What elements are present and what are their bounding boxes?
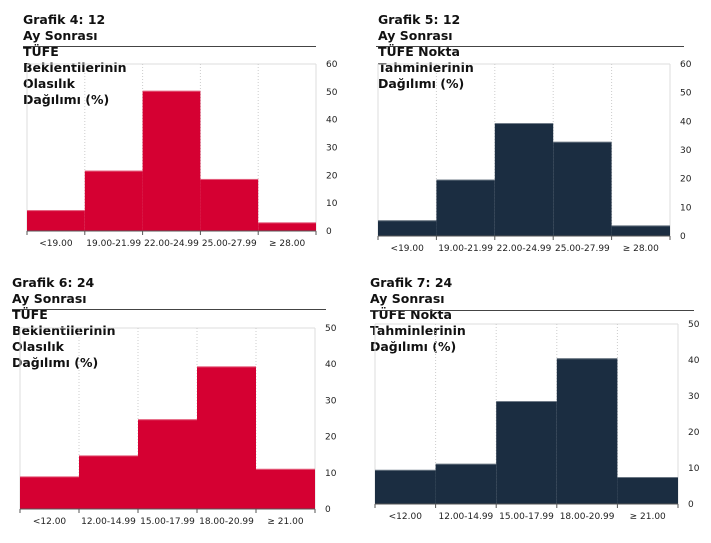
y-tick-label: 0 xyxy=(325,505,331,515)
y-tick-label: 0 xyxy=(326,227,332,237)
bar-1 xyxy=(436,179,495,236)
y-tick-label: 30 xyxy=(326,144,338,154)
y-tick-label: 50 xyxy=(325,324,337,334)
x-tick-label: 19.00-21.99 xyxy=(86,239,141,249)
y-tick-label: 0 xyxy=(688,500,694,510)
chart-title-line-1: Grafik 5: 12 Ay Sonrası TÜFE Nokta xyxy=(378,12,461,59)
y-tick-label: 30 xyxy=(680,146,692,156)
chart-title-line-2: Olasılık Dağılımı (%) xyxy=(23,76,110,107)
y-tick-label: 40 xyxy=(680,117,692,127)
bar-3 xyxy=(556,358,618,504)
bar-0 xyxy=(375,469,436,504)
bar-2 xyxy=(494,123,554,236)
x-tick-label: 25.00-27.99 xyxy=(202,239,257,249)
bar-3 xyxy=(553,141,612,236)
x-tick-label: ≥ 21.00 xyxy=(630,512,666,522)
title-underline xyxy=(370,310,694,311)
y-tick-label: 20 xyxy=(688,428,700,438)
bar-1 xyxy=(79,455,138,509)
y-tick-label: 0 xyxy=(680,232,686,242)
bar-0 xyxy=(378,220,437,236)
x-tick-label: 19.00-21.99 xyxy=(438,244,493,254)
x-tick-label: <19.00 xyxy=(39,239,73,249)
x-tick-label: 18.00-20.99 xyxy=(199,517,254,527)
bar-1 xyxy=(84,170,143,231)
bar-3 xyxy=(197,366,256,509)
x-tick-label: 12.00-14.99 xyxy=(439,512,494,522)
y-tick-label: 10 xyxy=(688,464,700,474)
chart-title-line-2: Dağılımı (%) xyxy=(370,339,457,354)
bar-4 xyxy=(256,468,315,509)
x-tick-label: ≥ 28.00 xyxy=(623,244,659,254)
y-tick-label: 20 xyxy=(325,433,337,443)
y-tick-label: 50 xyxy=(688,320,700,330)
y-tick-label: 40 xyxy=(326,116,338,126)
x-tick-label: 22.00-24.99 xyxy=(497,244,552,254)
x-tick-label: ≥ 28.00 xyxy=(269,239,305,249)
bar-4 xyxy=(258,222,316,231)
title-underline xyxy=(12,309,326,310)
x-tick-label: 15.00-17.99 xyxy=(499,512,554,522)
x-tick-label: ≥ 21.00 xyxy=(267,517,303,527)
y-tick-label: 20 xyxy=(326,171,338,181)
x-tick-label: 22.00-24.99 xyxy=(144,239,199,249)
y-tick-label: 30 xyxy=(688,392,700,402)
y-tick-label: 50 xyxy=(326,88,338,98)
x-tick-label: 12.00-14.99 xyxy=(81,517,136,527)
x-tick-label: 15.00-17.99 xyxy=(140,517,195,527)
x-tick-label: 18.00-20.99 xyxy=(560,512,615,522)
x-tick-label: <12.00 xyxy=(33,517,67,527)
bar-4 xyxy=(611,225,670,236)
bar-2 xyxy=(138,419,197,509)
bar-4 xyxy=(617,477,678,504)
chart-title-line-2: Olasılık Dağılımı (%) xyxy=(12,339,99,370)
y-tick-label: 30 xyxy=(325,396,337,406)
bar-2 xyxy=(496,401,557,504)
title-underline xyxy=(23,46,316,47)
bar-0 xyxy=(27,210,85,231)
y-tick-label: 60 xyxy=(680,60,692,70)
bar-3 xyxy=(200,178,259,231)
bar-2 xyxy=(142,90,201,231)
y-tick-label: 50 xyxy=(680,89,692,99)
y-tick-label: 10 xyxy=(326,199,338,209)
x-tick-label: 25.00-27.99 xyxy=(555,244,610,254)
y-tick-label: 10 xyxy=(325,469,337,479)
bar-0 xyxy=(20,476,79,509)
title-underline xyxy=(376,46,684,47)
y-tick-label: 10 xyxy=(680,203,692,213)
x-tick-label: <12.00 xyxy=(389,512,423,522)
y-tick-label: 40 xyxy=(688,356,700,366)
bar-1 xyxy=(435,463,497,504)
y-tick-label: 20 xyxy=(680,175,692,185)
chart-title-line-1: Grafik 6: 24 Ay Sonrası TÜFE Beklentiler… xyxy=(12,275,116,338)
chart-title: Grafik 6: 24 Ay Sonrası TÜFE Beklentiler… xyxy=(12,275,116,371)
y-tick-label: 60 xyxy=(326,60,338,70)
x-tick-label: <19.00 xyxy=(391,244,425,254)
y-tick-label: 40 xyxy=(325,360,337,370)
